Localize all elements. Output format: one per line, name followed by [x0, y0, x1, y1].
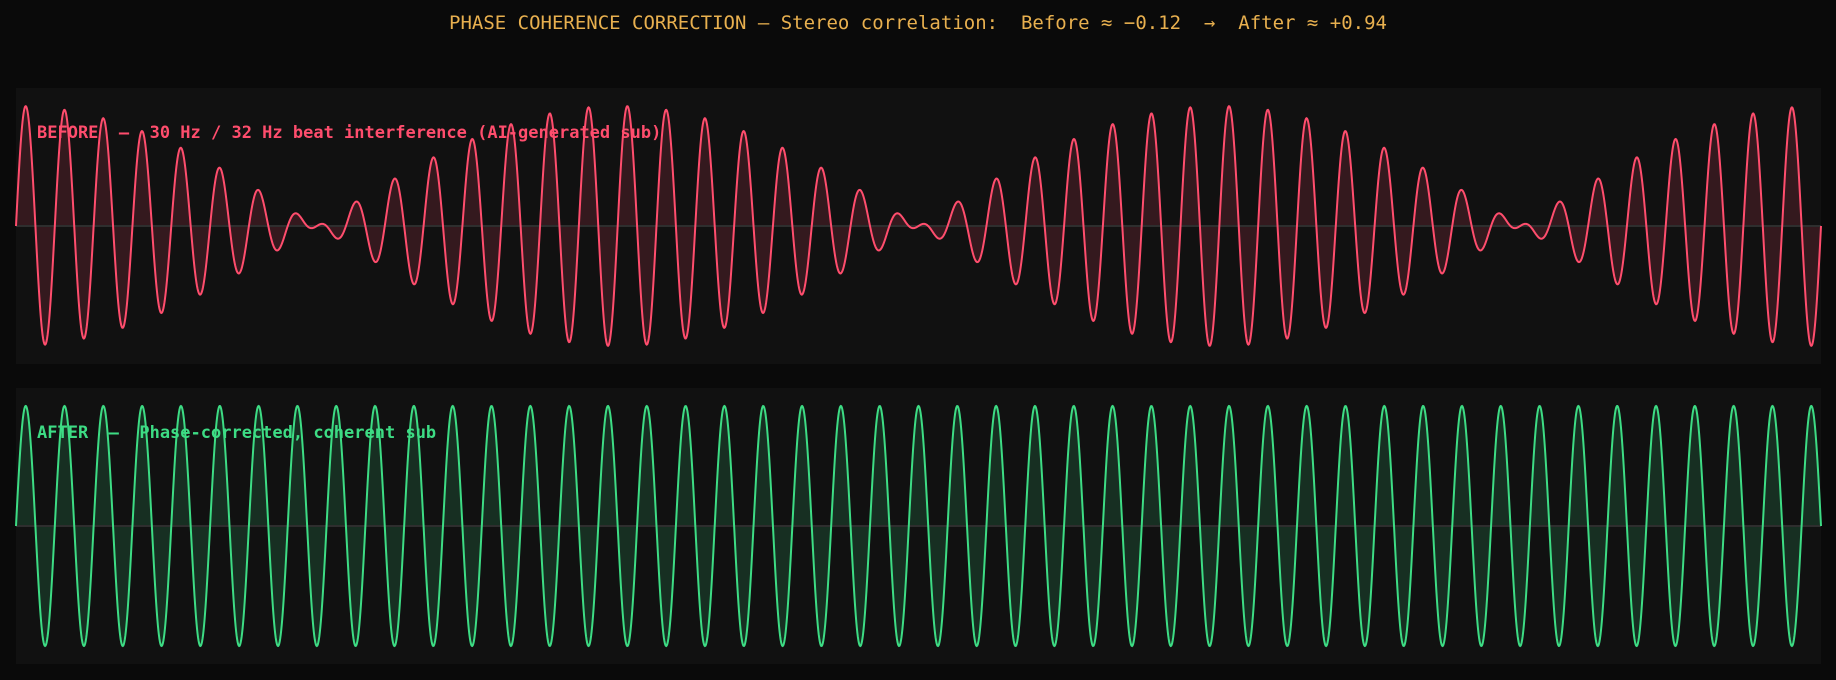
- before-label: BEFORE — 30 Hz / 32 Hz beat interference…: [37, 123, 661, 143]
- waveform-line: [15, 404, 1822, 648]
- chart-title: PHASE COHERENCE CORRECTION — Stereo corr…: [449, 12, 1387, 34]
- after-label: AFTER — Phase-corrected, coherent sub: [37, 423, 436, 443]
- waveform-line: [15, 105, 1822, 347]
- after-panel: [15, 388, 1822, 664]
- before-panel: [15, 88, 1822, 364]
